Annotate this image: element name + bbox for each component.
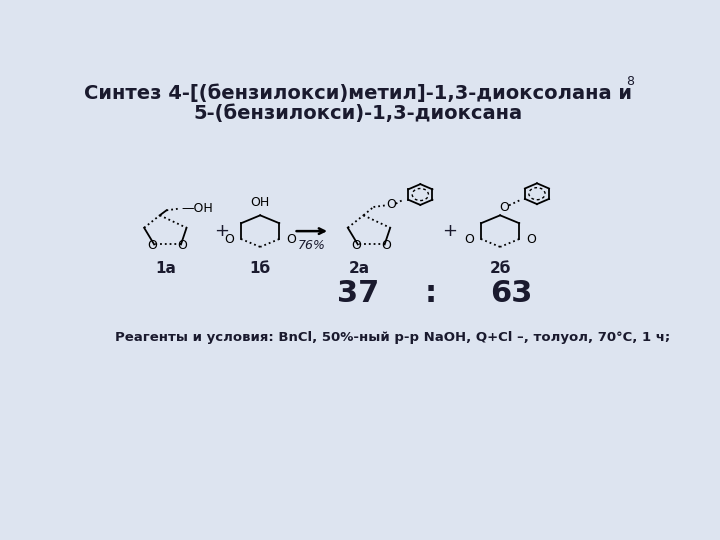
Text: O: O bbox=[387, 198, 396, 211]
Text: O: O bbox=[148, 239, 158, 252]
Text: 1а: 1а bbox=[155, 261, 176, 276]
Text: +: + bbox=[442, 222, 457, 240]
Text: Синтез 4-[(бензилокси)метил]-1,3-диоксолана и: Синтез 4-[(бензилокси)метил]-1,3-диоксол… bbox=[84, 84, 632, 103]
Text: O: O bbox=[287, 233, 297, 246]
Text: O: O bbox=[382, 239, 391, 252]
Text: 2б: 2б bbox=[490, 261, 510, 276]
Text: —OH: —OH bbox=[181, 202, 212, 215]
Text: O: O bbox=[500, 201, 510, 214]
Text: 8: 8 bbox=[626, 75, 634, 88]
Text: O: O bbox=[178, 239, 188, 252]
Text: O: O bbox=[464, 233, 474, 246]
Text: 2а: 2а bbox=[348, 261, 369, 276]
Text: 1б: 1б bbox=[250, 261, 271, 276]
Text: OH: OH bbox=[251, 197, 270, 210]
Text: 76%: 76% bbox=[297, 239, 325, 252]
Text: Реагенты и условия: BnCl, 50%-ный р-р NaOH, Q+Cl –, толуол, 70°C, 1 ч;: Реагенты и условия: BnCl, 50%-ный р-р Na… bbox=[115, 331, 670, 344]
Text: 63: 63 bbox=[490, 279, 533, 308]
Text: O: O bbox=[224, 233, 234, 246]
Text: +: + bbox=[214, 222, 229, 240]
Text: O: O bbox=[351, 239, 361, 252]
Text: 5-(бензилокси)-1,3-диоксана: 5-(бензилокси)-1,3-диоксана bbox=[193, 104, 523, 123]
Text: 37: 37 bbox=[337, 279, 379, 308]
Text: :: : bbox=[424, 279, 436, 308]
Text: O: O bbox=[526, 233, 536, 246]
